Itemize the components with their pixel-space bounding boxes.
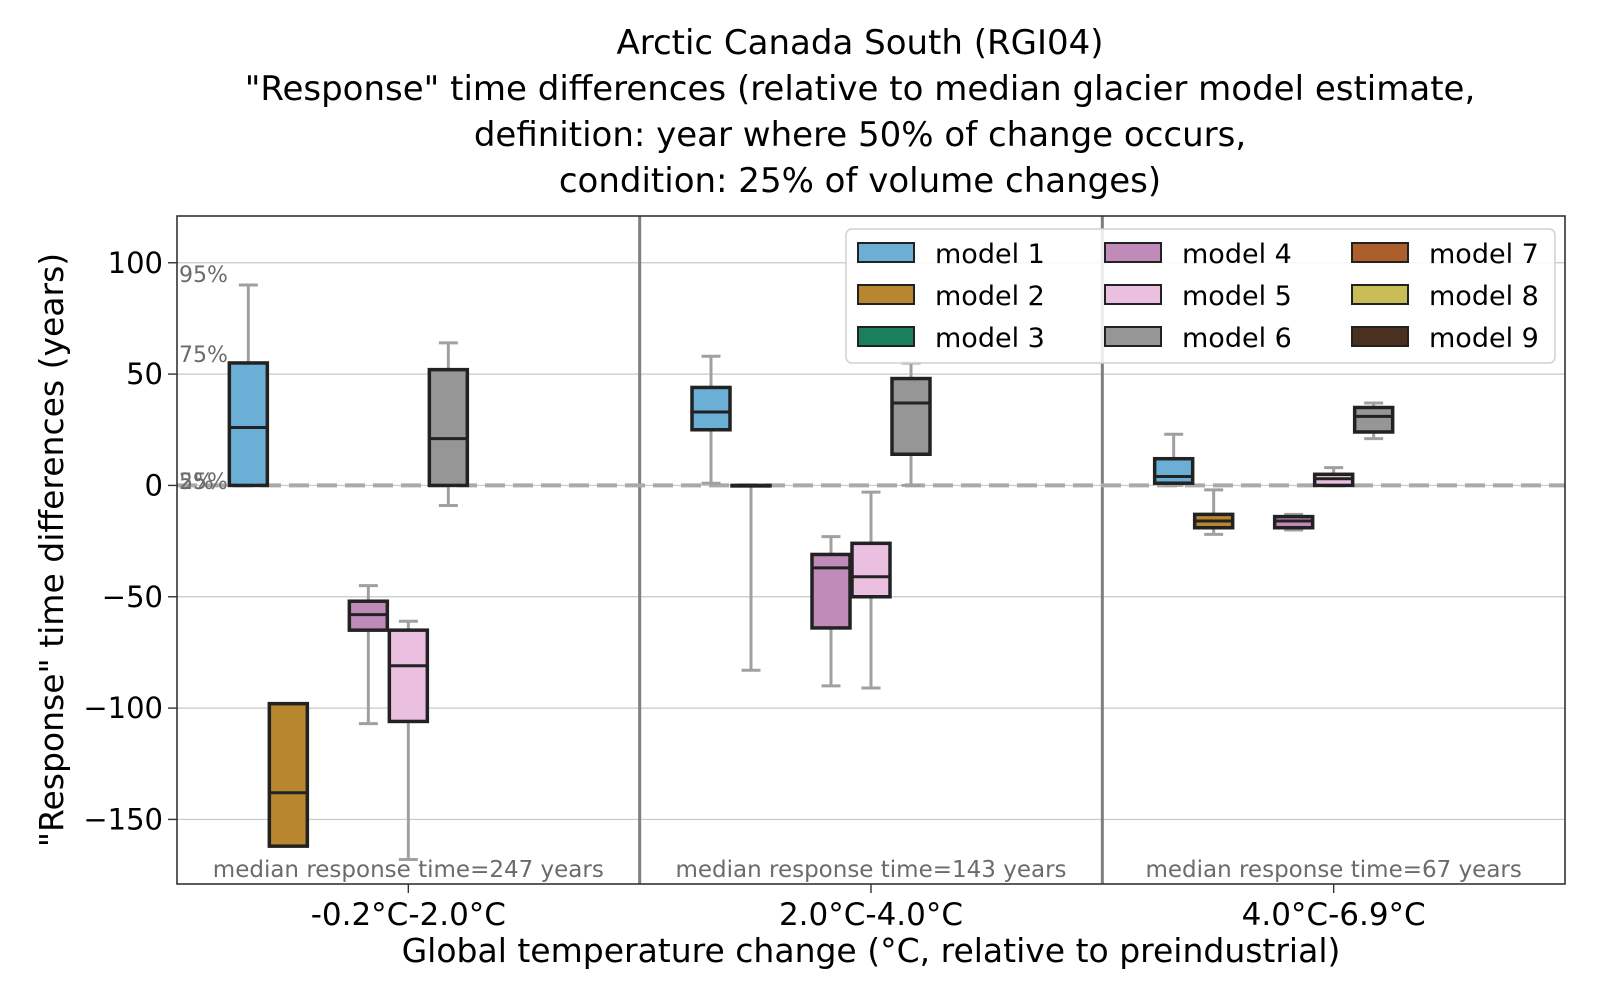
chart-title-line: "Response" time differences (relative to…	[245, 69, 1476, 109]
box-model-1	[227, 283, 270, 488]
percentile-label: 95%	[179, 263, 228, 288]
box-model-5	[850, 490, 892, 690]
y-tick-label: −50	[102, 580, 163, 614]
legend-item: model 3	[857, 323, 1045, 354]
box-model-6	[427, 341, 470, 507]
legend-swatch	[1104, 326, 1162, 347]
legend-item: model 7	[1351, 239, 1539, 270]
y-tick-label: −150	[83, 802, 163, 836]
box-body	[850, 541, 892, 599]
chart-title-line: definition: year where 50% of change occ…	[474, 115, 1246, 155]
y-tick-label: 0	[145, 468, 163, 502]
box-model-4	[1272, 512, 1315, 532]
legend-item: model 1	[857, 239, 1045, 270]
legend-item: model 5	[1104, 281, 1292, 312]
chart-title: Arctic Canada South (RGI04) "Response" ti…	[245, 23, 1476, 201]
percentile-label: 5%	[179, 470, 214, 495]
box-series	[227, 283, 1395, 862]
y-tick-label: −100	[83, 691, 163, 725]
percentile-label: 25%	[179, 470, 228, 495]
chart-title-line: condition: 25% of volume changes)	[559, 161, 1161, 201]
box-body	[810, 552, 852, 630]
box-body	[227, 361, 270, 488]
box-model-4	[810, 535, 852, 688]
x-group-labels: -0.2°C-2.0°C 2.0°C-4.0°C 4.0°C-6.9°C	[311, 884, 1426, 933]
legend-label: model 4	[1182, 239, 1292, 270]
legend-swatch	[1104, 242, 1162, 263]
legend-label: model 3	[935, 323, 1045, 354]
x-group-label: 4.0°C-6.9°C	[1242, 897, 1426, 933]
legend-swatch	[857, 326, 915, 347]
box-body	[427, 367, 470, 488]
legend-label: model 9	[1429, 323, 1539, 354]
box-body	[387, 628, 430, 724]
legend: model 1 model 2 model 3 model 4 model 5 model…	[845, 228, 1556, 364]
median-response-annotation: median response time=143 years	[675, 857, 1066, 883]
legend-item: model 6	[1104, 323, 1292, 354]
box-body	[1352, 405, 1395, 434]
x-group-label: 2.0°C-4.0°C	[779, 897, 963, 933]
box-model-5	[387, 619, 430, 862]
box-model-6	[1352, 401, 1395, 441]
box-model-5	[1312, 466, 1355, 488]
median-response-annotation: median response time=67 years	[1145, 857, 1521, 883]
legend-label: model 2	[935, 281, 1045, 312]
legend-item: model 9	[1351, 323, 1539, 354]
legend-swatch	[1104, 284, 1162, 305]
median-annotations: median response time=247 years median res…	[213, 857, 1522, 883]
y-tick-label: 100	[108, 246, 163, 280]
legend-swatch	[857, 284, 915, 305]
percentile-labels: 95% 75% 25%5%	[179, 263, 228, 495]
legend-swatch	[1351, 284, 1409, 305]
legend-swatch	[1351, 326, 1409, 347]
x-group-label: -0.2°C-2.0°C	[311, 897, 506, 933]
legend-swatch	[1351, 242, 1409, 263]
y-tick-label: 50	[126, 357, 163, 391]
x-axis-label: Global temperature change (°C, relative …	[402, 931, 1341, 970]
box-model-2	[1192, 488, 1235, 536]
box-model-2	[267, 701, 310, 848]
legend-label: model 1	[935, 239, 1045, 270]
median-response-annotation: median response time=247 years	[213, 857, 604, 883]
legend-label: model 6	[1182, 323, 1292, 354]
legend-label: model 8	[1429, 281, 1539, 312]
legend-swatch	[857, 242, 915, 263]
legend-item: model 2	[857, 281, 1045, 312]
y-tick-labels: 100 50 0 −50 −100 −150	[83, 246, 177, 836]
box-model-1	[690, 354, 732, 485]
box-model-6	[890, 361, 932, 487]
box-model-2	[730, 483, 772, 672]
box-model-1	[1152, 432, 1195, 487]
legend-item: model 4	[1104, 239, 1292, 270]
plot-frame	[176, 215, 1566, 885]
legend-label: model 5	[1182, 281, 1292, 312]
box-body	[267, 701, 310, 848]
box-model-4	[347, 584, 390, 726]
box-body	[1152, 456, 1195, 485]
y-axis-label: "Response" time differences (years)	[32, 253, 71, 847]
legend-label: model 7	[1429, 239, 1539, 270]
percentile-label: 75%	[179, 343, 228, 368]
legend-item: model 8	[1351, 281, 1539, 312]
chart-title-line: Arctic Canada South (RGI04)	[616, 23, 1103, 63]
box-body	[890, 376, 932, 457]
box-body	[690, 385, 732, 432]
